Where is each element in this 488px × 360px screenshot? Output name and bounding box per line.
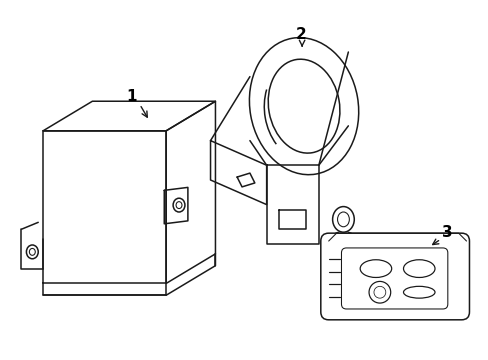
Text: 1: 1 — [126, 89, 137, 104]
Text: 2: 2 — [295, 27, 306, 42]
Text: 3: 3 — [441, 225, 451, 240]
